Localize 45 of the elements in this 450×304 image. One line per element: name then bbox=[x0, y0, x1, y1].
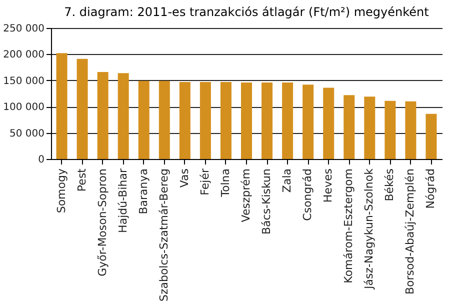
x-tick-label: Bács-Kiskun bbox=[260, 168, 274, 235]
bar bbox=[344, 95, 355, 159]
x-tick-label: Békés bbox=[383, 168, 396, 202]
x-tick-label: Csongrád bbox=[301, 168, 314, 221]
y-tick-label: 250 000 bbox=[3, 24, 44, 34]
x-tick-label: Veszprém bbox=[240, 168, 252, 222]
bar bbox=[138, 80, 150, 159]
bar bbox=[97, 72, 108, 159]
x-tick-label: Vas bbox=[178, 168, 191, 188]
x-tick-label: Borsod-Abaúj-Zemplén bbox=[404, 168, 417, 295]
x-tick-label: Heves bbox=[322, 168, 335, 203]
y-tick-label: 200 000 bbox=[3, 50, 44, 61]
y-tick-label: 100 000 bbox=[3, 102, 44, 114]
bar bbox=[76, 58, 88, 159]
bar bbox=[118, 73, 129, 159]
bar bbox=[179, 82, 190, 159]
x-tick-label: Pest bbox=[75, 168, 88, 192]
x-tick-label: Tolna bbox=[218, 168, 232, 198]
x-tick-label: Hajdú-Bihar bbox=[116, 168, 130, 233]
bar bbox=[262, 82, 273, 159]
bar bbox=[220, 82, 232, 159]
x-tick-label: Zala bbox=[280, 168, 294, 193]
x-tick-label: Komárom-Esztergom bbox=[342, 168, 356, 284]
chart-title: 7. diagram: 2011-es tranzakciós átlagár (Ft/m²) megyénként bbox=[64, 5, 430, 19]
x-tick-label: Szabolcs-Szatmár-Bereg bbox=[157, 168, 170, 302]
x-tick-label: Baranya bbox=[136, 168, 150, 214]
bar bbox=[282, 82, 294, 159]
bar bbox=[241, 82, 252, 159]
y-tick-label: 50 000 bbox=[10, 128, 44, 140]
x-tick-label: Somogy bbox=[54, 168, 68, 214]
bar bbox=[302, 84, 314, 159]
x-tick-label: Fejér bbox=[198, 168, 212, 196]
bar bbox=[323, 88, 334, 159]
bar bbox=[200, 82, 211, 159]
bar bbox=[426, 114, 437, 159]
bar bbox=[56, 53, 68, 159]
bar bbox=[158, 80, 170, 159]
y-tick-label: 0 bbox=[38, 154, 44, 166]
y-tick-label: 150 000 bbox=[3, 76, 44, 87]
bar bbox=[364, 96, 376, 159]
bar bbox=[384, 100, 396, 159]
x-tick-label: Jász-Nagykun-Szolnok bbox=[362, 168, 376, 290]
x-tick-label: Győr-Moson-Sopron bbox=[96, 168, 109, 276]
bar bbox=[405, 101, 416, 159]
x-tick-label: Nógrád bbox=[424, 168, 438, 209]
